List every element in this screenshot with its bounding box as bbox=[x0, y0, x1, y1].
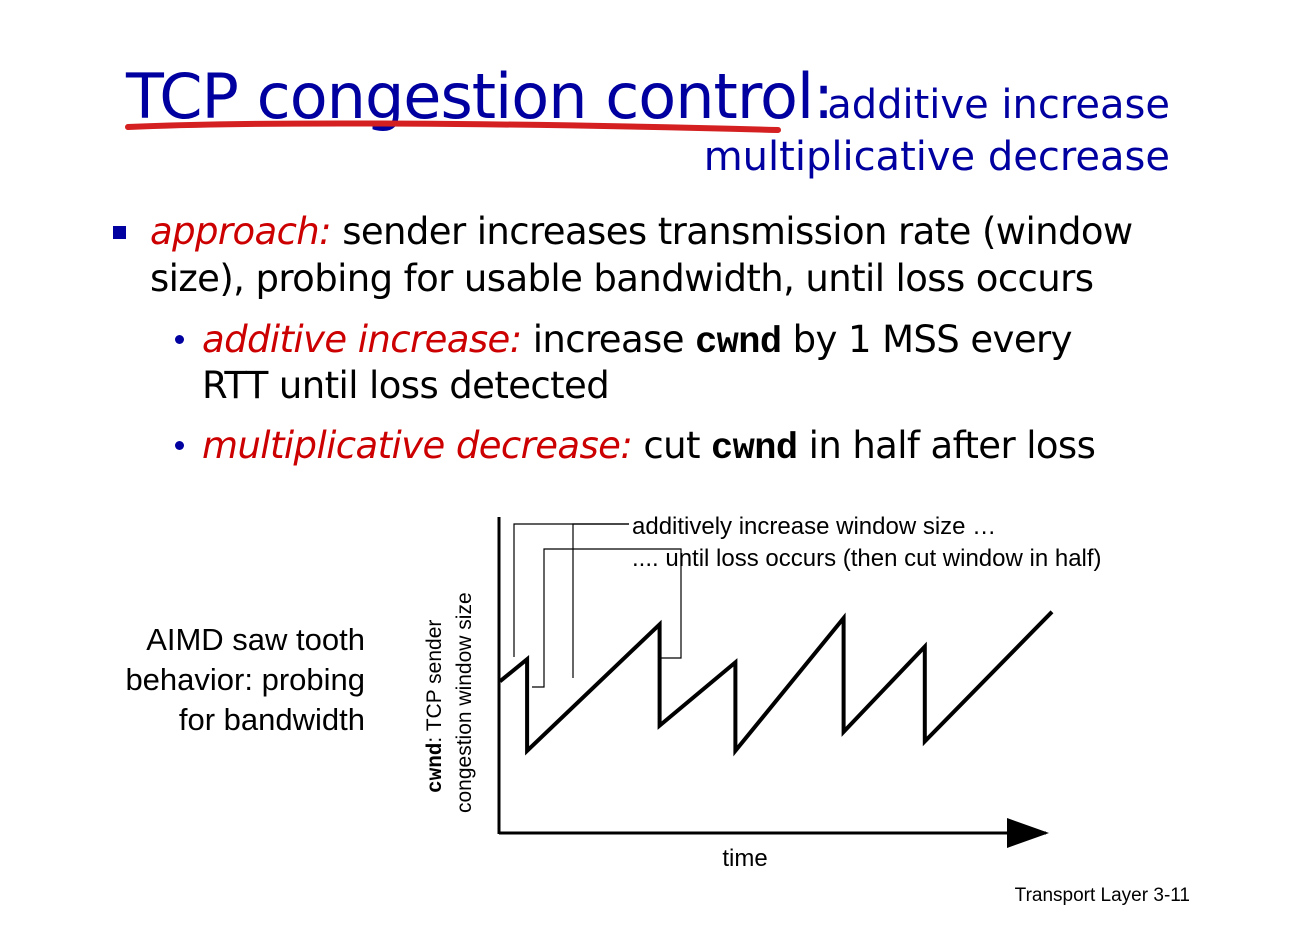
sub-bullet-additive-line2: RTT until loss detected bbox=[202, 364, 610, 407]
bullet-square-icon bbox=[113, 226, 126, 239]
aimd-caption: AIMD saw tooth behavior: probing for ban… bbox=[65, 620, 365, 740]
additive-post: by 1 MSS every bbox=[792, 318, 1073, 361]
slide-footer: Transport Layer 3-11 bbox=[1015, 885, 1190, 907]
annotation-additive: additively increase window size … bbox=[632, 513, 996, 540]
x-axis-label: time bbox=[722, 845, 767, 872]
sub-bullet-dot-icon bbox=[175, 441, 184, 450]
bullet-approach-line1: approach: sender increases transmission … bbox=[150, 210, 1133, 253]
multiplicative-code: cwnd bbox=[711, 428, 798, 470]
sub-bullet-additive-line1: additive increase: increase cwnd by 1 MS… bbox=[202, 318, 1073, 364]
y-axis-label-line2: congestion window size bbox=[453, 592, 476, 813]
sub-bullet-multiplicative: multiplicative decrease: cut cwnd in hal… bbox=[202, 424, 1096, 470]
cwnd-series-line bbox=[498, 610, 1054, 757]
multiplicative-post: in half after loss bbox=[808, 424, 1096, 467]
slide-title-subtitle-line1: additive increase bbox=[827, 82, 1170, 128]
slide-title-subtitle-line2: multiplicative decrease bbox=[703, 134, 1170, 180]
y-axis-label: cwnd: TCP sender bbox=[423, 620, 448, 793]
annotation-loss: .... until loss occurs (then cut window … bbox=[632, 545, 1102, 572]
aimd-caption-line3: for bandwidth bbox=[178, 702, 365, 737]
multiplicative-label: multiplicative decrease: bbox=[202, 424, 633, 467]
additive-pre: increase bbox=[532, 318, 685, 361]
sub-bullet-dot-icon bbox=[175, 335, 184, 344]
bullet-approach-line2: size), probing for usable bandwidth, unt… bbox=[150, 257, 1094, 300]
svg-text:cwnd: TCP sender: cwnd: TCP sender bbox=[423, 620, 448, 793]
footer-page-number: 3-11 bbox=[1153, 885, 1190, 906]
aimd-caption-line1: AIMD saw tooth bbox=[146, 622, 365, 657]
footer-label: Transport Layer bbox=[1014, 885, 1149, 906]
additive-code: cwnd bbox=[695, 322, 782, 364]
y-axis-label-code: cwnd bbox=[425, 743, 448, 793]
additive-label: additive increase: bbox=[202, 318, 522, 361]
approach-text-line1: sender increases transmission rate (wind… bbox=[342, 210, 1133, 253]
y-axis-label-rest: : TCP sender bbox=[423, 620, 446, 743]
multiplicative-pre: cut bbox=[643, 424, 700, 467]
approach-label: approach: bbox=[150, 210, 332, 253]
aimd-caption-line2: behavior: probing bbox=[125, 662, 365, 697]
annotation-leaders bbox=[513, 523, 682, 688]
